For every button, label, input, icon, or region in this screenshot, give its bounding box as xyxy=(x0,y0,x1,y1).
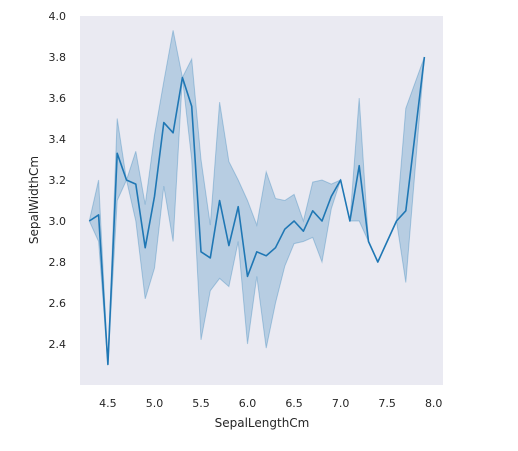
y-tick-label: 3.4 xyxy=(49,133,67,146)
x-axis-label: SepalLengthCm xyxy=(215,416,310,430)
data-point xyxy=(135,183,137,185)
data-point xyxy=(302,230,304,232)
data-point xyxy=(377,261,379,263)
y-tick-label: 4.0 xyxy=(49,10,67,23)
x-tick-label: 6.5 xyxy=(285,397,303,410)
data-point xyxy=(349,220,351,222)
x-tick-label: 5.5 xyxy=(192,397,210,410)
y-tick-label: 3.0 xyxy=(49,215,67,228)
data-point xyxy=(275,247,277,249)
y-tick-label: 3.8 xyxy=(49,51,67,64)
data-point xyxy=(256,251,258,253)
data-point xyxy=(312,210,314,212)
data-point xyxy=(405,210,407,212)
data-point xyxy=(181,77,183,79)
data-point xyxy=(144,247,146,249)
data-point xyxy=(396,220,398,222)
y-tick-label: 2.6 xyxy=(49,297,67,310)
x-tick-label: 5.0 xyxy=(146,397,164,410)
data-point xyxy=(126,179,128,181)
data-point xyxy=(340,179,342,181)
data-point xyxy=(284,228,286,230)
data-point xyxy=(209,257,211,259)
data-point xyxy=(219,200,221,202)
data-point xyxy=(293,220,295,222)
series-line xyxy=(88,56,426,366)
data-point xyxy=(237,206,239,208)
plot-area xyxy=(80,16,443,385)
data-point xyxy=(172,132,174,134)
data-point xyxy=(247,275,249,277)
data-point xyxy=(88,220,90,222)
data-point xyxy=(154,195,156,197)
x-tick-label: 6.0 xyxy=(239,397,257,410)
x-tick-label: 7.0 xyxy=(332,397,350,410)
x-tick-label: 4.5 xyxy=(99,397,117,410)
data-point xyxy=(163,122,165,124)
data-point xyxy=(368,241,370,243)
data-point xyxy=(98,214,100,216)
data-point xyxy=(423,56,425,58)
data-point xyxy=(330,195,332,197)
y-tick-label: 3.2 xyxy=(49,174,67,187)
y-tick-label: 3.6 xyxy=(49,92,67,105)
data-point xyxy=(191,105,193,107)
y-axis-ticks: 2.4 2.6 2.8 3.0 3.2 3.4 3.6 3.8 4.0 xyxy=(49,10,67,351)
data-point xyxy=(358,165,360,167)
data-point xyxy=(107,364,109,366)
y-tick-label: 2.4 xyxy=(49,338,67,351)
y-tick-label: 2.8 xyxy=(49,256,67,269)
data-point xyxy=(228,245,230,247)
x-tick-label: 8.0 xyxy=(425,397,443,410)
x-tick-label: 7.5 xyxy=(378,397,396,410)
data-point xyxy=(116,152,118,154)
y-axis-label: SepalWidthCm xyxy=(27,156,41,244)
data-point xyxy=(200,251,202,253)
data-point xyxy=(265,255,267,257)
data-point xyxy=(321,220,323,222)
x-axis-ticks: 4.5 5.0 5.5 6.0 6.5 7.0 7.5 8.0 xyxy=(99,397,442,410)
